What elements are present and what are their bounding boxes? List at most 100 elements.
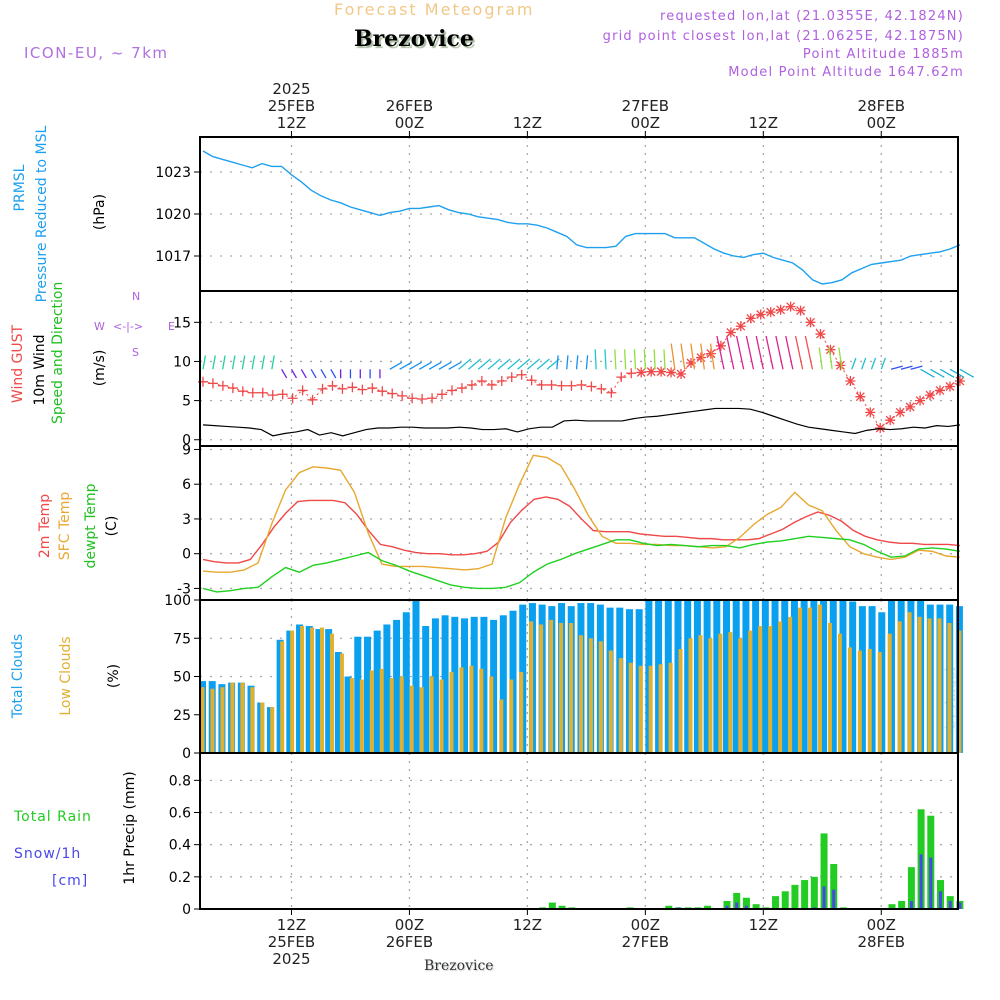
wind-direction-arrow [271, 355, 275, 370]
sfc-temp-line [202, 454, 960, 573]
compass-n: N [132, 290, 141, 303]
rain-bar [665, 905, 673, 909]
gust-marker [307, 394, 318, 405]
gust-marker [207, 378, 218, 389]
rain-bar [752, 904, 760, 909]
gust-marker [944, 381, 955, 392]
low-clouds-bar [778, 621, 783, 753]
low-clouds-bar [648, 665, 653, 753]
low-clouds-bar [877, 652, 882, 753]
wind-direction-arrow [409, 361, 422, 370]
snow-bar [939, 891, 943, 909]
wind-direction-arrow [726, 335, 735, 370]
gust-marker [466, 379, 477, 390]
low-clouds-bar [559, 622, 564, 753]
wind-direction-arrow [241, 355, 246, 370]
wind-direction-arrow [670, 343, 676, 370]
x-tick-label-top: 12Z [277, 114, 306, 132]
total-clouds-bar [344, 676, 352, 753]
x-tick-label-top: 25FEB [268, 97, 315, 115]
y-tick-label: 25 [173, 708, 191, 724]
gust-marker [586, 381, 597, 392]
wind-direction-arrow [604, 349, 607, 370]
gust-marker [317, 383, 328, 394]
wind-direction-arrow [448, 361, 462, 370]
low-clouds-bar [718, 633, 723, 753]
point-altitude: Point Altitude 1885m [802, 47, 964, 62]
total-clouds-bar [693, 600, 701, 753]
gust-marker [666, 367, 677, 378]
wind-direction-arrow [900, 365, 913, 370]
total-clouds-bar [742, 600, 750, 753]
wind-direction-arrow [690, 343, 696, 370]
low-clouds-bar [728, 632, 733, 753]
gust-marker [745, 313, 756, 324]
t2m-line [202, 496, 960, 564]
wind-direction-arrow [575, 355, 579, 370]
total-clouds-bar [878, 612, 886, 753]
x-tick-label-bottom: 12Z [749, 916, 778, 934]
gust-marker [686, 358, 697, 369]
gust-marker [765, 307, 776, 318]
gust-marker [815, 329, 826, 340]
wind-direction-arrow [330, 368, 337, 379]
gust-marker [257, 387, 268, 398]
x-tick-label-top: 26FEB [386, 97, 433, 115]
wind-direction-arrow [663, 349, 666, 370]
wind-direction-arrow [643, 349, 646, 370]
wind-direction-arrow [623, 349, 627, 370]
y-tick-label: 0 [182, 547, 191, 563]
y-tick-label: -3 [177, 581, 191, 597]
wind-direction-arrow [880, 357, 886, 370]
x-tick-label-top: 2025 [272, 80, 310, 98]
low-clouds-bar [897, 621, 902, 753]
wind-direction-arrow [290, 368, 298, 379]
total-clouds-bar [664, 600, 672, 753]
rain-bar [781, 891, 789, 909]
low-clouds-bar [788, 616, 793, 753]
gust-marker [476, 376, 487, 387]
gust-marker [885, 415, 896, 426]
gust-marker [407, 393, 418, 404]
gust-marker [486, 379, 497, 390]
low-clouds-bar [758, 626, 763, 753]
total-clouds-bar [790, 600, 798, 753]
x-tick-label-top: 00Z [395, 114, 424, 132]
panel-frame [199, 752, 959, 910]
low-clouds-bar [449, 671, 454, 753]
low-clouds-bar [907, 612, 912, 753]
low-clouds-bar [429, 676, 434, 753]
wind-direction-arrow [202, 355, 207, 370]
wind-direction-arrow [716, 335, 725, 370]
compass-w: W [94, 320, 105, 333]
snow-bar [948, 900, 952, 909]
total-clouds-bar [674, 600, 682, 753]
low-clouds-bar [817, 604, 822, 753]
gust-marker [297, 385, 308, 396]
low-clouds-bar [290, 630, 295, 753]
rain-bar [791, 884, 799, 909]
wind-direction-arrow [860, 357, 867, 370]
low-clouds-bar [529, 621, 534, 753]
compass-e: E [168, 320, 175, 333]
gust-marker [217, 380, 228, 391]
wind-direction-arrow [680, 343, 686, 370]
x-tick-label-bottom: 26FEB [386, 933, 433, 951]
total-clouds-bar [325, 629, 333, 753]
gust-marker [845, 376, 856, 387]
wind-direction-arrow [300, 368, 307, 379]
low-clouds-bar [598, 641, 603, 753]
gust-marker [536, 379, 547, 390]
gust-marker [417, 394, 428, 405]
y-tick-label: 15 [173, 315, 191, 331]
x-tick-label-bottom: 27FEB [622, 933, 669, 951]
gust-marker [247, 387, 258, 398]
wind-direction-arrow [755, 335, 764, 370]
low-clouds-bar [439, 679, 444, 753]
gust-marker [267, 390, 278, 401]
gust-marker [337, 383, 348, 394]
x-tick-label-bottom: 12Z [513, 916, 542, 934]
total-clouds-bar [752, 600, 760, 753]
x-tick-label-bottom: 00Z [395, 916, 424, 934]
